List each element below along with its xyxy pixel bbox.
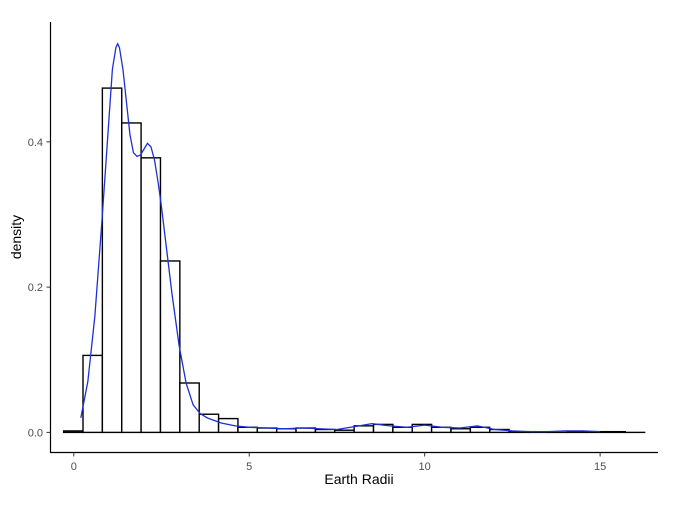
histogram-bar	[159, 260, 181, 434]
density-curve	[80, 42, 601, 433]
y-axis-ticks: 0.0 0.2 0.4	[28, 137, 51, 439]
histogram-bar	[392, 426, 413, 434]
histogram-bars	[62, 87, 646, 434]
x-tick-label: 0	[71, 461, 77, 473]
histogram-bar	[198, 413, 220, 434]
y-tick-label: 0.0	[28, 427, 43, 439]
histogram-bar	[566, 430, 588, 434]
x-axis-ticks: 0 5 10 15	[71, 452, 606, 473]
histogram-bar	[62, 430, 84, 434]
x-tick-label: 10	[419, 461, 431, 473]
histogram-bar	[353, 425, 375, 434]
histogram-bar	[334, 429, 355, 434]
histogram-bar	[450, 428, 472, 434]
x-tick-label: 15	[594, 461, 606, 473]
histogram-bar	[605, 430, 626, 434]
x-axis-title: Earth Radii	[324, 471, 393, 487]
histogram-bar	[140, 157, 162, 434]
histogram-bar	[179, 382, 200, 434]
density-curve-group	[80, 42, 601, 433]
x-tick-label: 5	[246, 461, 252, 473]
histogram-bar	[101, 87, 123, 434]
y-tick-label: 0.2	[28, 282, 43, 294]
y-tick-label: 0.4	[28, 137, 43, 149]
histogram-bar	[121, 122, 142, 434]
y-axis-title: density	[8, 215, 24, 259]
